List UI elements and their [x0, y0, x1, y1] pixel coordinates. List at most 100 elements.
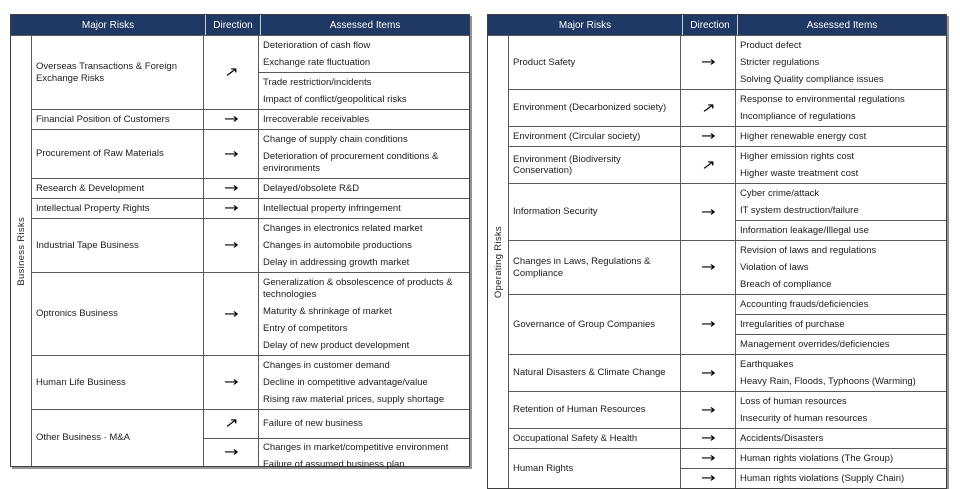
risk-row: Financial Position of Customers → Irreco… [32, 109, 469, 129]
sub-rows: → Changes in customer demand Decline in c… [204, 356, 469, 409]
assessed-items-cell: Accounting frauds/deficiencies [736, 295, 946, 314]
assessed-items-cell: Higher emission rights cost Higher waste … [736, 147, 946, 183]
risk-row: Occupational Safety & Health → Accidents… [509, 428, 946, 448]
major-risk-name: Procurement of Raw Materials [36, 148, 164, 160]
risk-row: Environment (Circular society) → Higher … [509, 126, 946, 146]
major-risk-cell: Environment (Biodiversity Conservation) [509, 147, 681, 183]
assessed-cells: Generalization & obsolescence of product… [259, 273, 469, 355]
assessed-cells: Higher renewable energy cost [736, 127, 946, 146]
risk-row: Procurement of Raw Materials → Change of… [32, 129, 469, 178]
assessed-item: Stricter regulations [740, 56, 820, 68]
assessed-item: Failure of new business [263, 417, 363, 429]
assessed-item: Accidents/Disasters [740, 432, 824, 444]
direction-sub-row: → Changes in market/competitive environm… [204, 437, 469, 470]
major-risk-name: Financial Position of Customers [36, 113, 170, 125]
direction-cell: → [681, 429, 736, 448]
assessed-items-cell: Accidents/Disasters [736, 429, 946, 448]
major-risk-cell: Intellectual Property Rights [32, 199, 204, 218]
assessed-item: Irrecoverable receivables [263, 113, 370, 125]
direction-cell: → [204, 110, 259, 129]
assessed-items-cell: Trade restriction/incidents Impact of con… [259, 72, 469, 109]
direction-sub-row: → Change of supply chain conditions Deter… [204, 130, 469, 178]
direction-sub-row: → Delayed/obsolete R&D [204, 179, 469, 198]
major-risk-name: Human Rights [513, 462, 574, 474]
assessed-item: Revision of laws and regulations [740, 244, 877, 256]
assessed-items-cell: Human rights violations (Supply Chain) [736, 469, 946, 488]
major-risk-name: Product Safety [513, 56, 576, 68]
assessed-item: Information leakage/Illegal use [740, 224, 869, 236]
major-risk-name: Intellectual Property Rights [36, 202, 150, 214]
direction-cell: → [681, 449, 736, 468]
major-risk-name: Optronics Business [36, 308, 118, 320]
assessed-item: Impact of conflict/geopolitical risks [263, 93, 407, 105]
table-body: Business Risks Overseas Transactions & F… [11, 36, 469, 470]
sub-rows: ↗ Failure of new business → Changes in m… [204, 410, 469, 470]
assessed-items-cell: Deterioration of cash flow Exchange rate … [259, 36, 469, 72]
assessed-items-cell: Loss of human resources Insecurity of hum… [736, 392, 946, 428]
header-assessed-items: Assessed Items [806, 19, 878, 31]
assessed-item: Earthquakes [740, 358, 794, 370]
major-risk-cell: Human Life Business [32, 356, 204, 409]
direction-cell: ↗ [204, 36, 259, 109]
assessed-cells: Revision of laws and regulations Violatio… [736, 241, 946, 294]
major-risk-name: Overseas Transactions & Foreign Exchange… [36, 61, 177, 84]
assessed-item: Decline in competitive advantage/value [263, 376, 428, 388]
risk-row: Product Safety → Product defect Stricter … [509, 36, 946, 89]
major-risk-cell: Information Security [509, 184, 681, 240]
assessed-cells: Failure of new business [259, 410, 469, 438]
risk-row: Human Life Business → Changes in custome… [32, 355, 469, 409]
sub-rows: → Accidents/Disasters [681, 429, 946, 448]
direction-sub-row: → Accounting frauds/deficiencies Irregula… [681, 295, 946, 354]
assessed-item: Intellectual property infringement [263, 202, 401, 214]
risk-row: Human Rights → Human rights violations (… [509, 448, 946, 488]
header-direction: Direction [205, 15, 261, 35]
major-risk-cell: Overseas Transactions & Foreign Exchange… [32, 36, 204, 109]
direction-cell: → [681, 184, 736, 240]
assessed-cells: Delayed/obsolete R&D [259, 179, 469, 198]
arrow-right-icon: → [700, 431, 716, 446]
major-risk-name: Human Life Business [36, 376, 126, 388]
assessed-item: Delay of new product development [263, 339, 410, 351]
direction-cell: → [681, 355, 736, 391]
sub-rows: → Intellectual property infringement [204, 199, 469, 218]
assessed-item: Heavy Rain, Floods, Typhoons (Warming) [740, 375, 916, 387]
risk-row: Information Security → Cyber crime/attac… [509, 183, 946, 240]
direction-cell: → [681, 392, 736, 428]
major-risk-name: Environment (Decarbonized society) [513, 102, 667, 114]
assessed-item: Failure of assumed business plan [263, 459, 405, 470]
major-risk-cell: Environment (Circular society) [509, 127, 681, 146]
assessed-cells: Response to environmental regulations Inc… [736, 90, 946, 126]
major-risk-cell: Research & Development [32, 179, 204, 198]
assessed-item: Higher renewable energy cost [740, 130, 867, 142]
assessed-items-cell: Information leakage/Illegal use [736, 220, 946, 240]
assessed-items-cell: Human rights violations (The Group) [736, 449, 946, 468]
assessed-item: Rising raw material prices, supply short… [263, 393, 445, 405]
risk-row: Environment (Decarbonized society) ↗ Res… [509, 89, 946, 126]
sub-rows: → Changes in electronics related market C… [204, 219, 469, 272]
assessed-item: Changes in electronics related market [263, 222, 423, 234]
table-header: Major Risks Direction Assessed Items [488, 15, 946, 36]
assessed-cells: Human rights violations (The Group) [736, 449, 946, 468]
direction-sub-row: ↗ Response to environmental regulations I… [681, 90, 946, 126]
assessed-cells: Intellectual property infringement [259, 199, 469, 218]
assessed-cells: Deterioration of cash flow Exchange rate … [259, 36, 469, 109]
assessed-item: Maturity & shrinkage of market [263, 305, 392, 317]
assessed-items-cell: Delayed/obsolete R&D [259, 179, 469, 198]
major-risk-name: Governance of Group Companies [513, 318, 656, 330]
arrow-right-icon: → [223, 201, 239, 216]
major-risk-name: Retention of Human Resources [513, 404, 646, 416]
direction-cell: → [204, 438, 259, 466]
assessed-item: Change of supply chain conditions [263, 133, 408, 145]
assessed-cells: Higher emission rights cost Higher waste … [736, 147, 946, 183]
major-risk-cell: Financial Position of Customers [32, 110, 204, 129]
major-risk-name: Occupational Safety & Health [513, 432, 638, 444]
arrow-right-icon: → [223, 375, 239, 390]
major-risk-cell: Procurement of Raw Materials [32, 130, 204, 178]
assessed-items-cell: Irregularities of purchase [736, 314, 946, 334]
risk-group-column: Business Risks [11, 36, 32, 466]
assessed-items-cell: Changes in market/competitive environmen… [259, 439, 469, 475]
arrow-up-right-icon: ↗ [700, 100, 716, 116]
direction-sub-row: → Changes in customer demand Decline in c… [204, 356, 469, 409]
assessed-item: Response to environmental regulations [740, 93, 905, 105]
assessed-item: Delay in addressing growth market [263, 256, 410, 268]
